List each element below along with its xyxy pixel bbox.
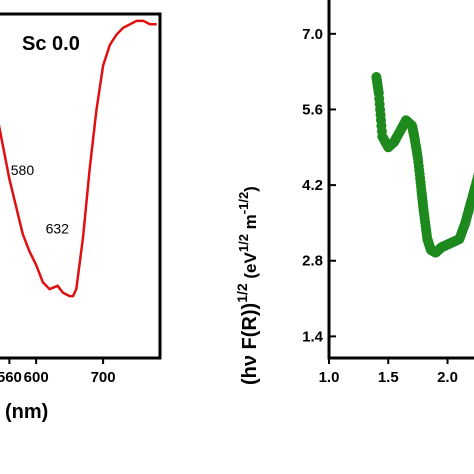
ylabel-unit-end: ) [241,186,260,192]
right-y-tick-label: 5.6 [302,101,323,118]
right-y-ticks: 1.4 2.8 4.2 5.6 7.0 [302,26,336,345]
ylabel-main-sup: 1/2 [234,283,250,303]
right-chart: 1.42.84.25.67.0 1.0 1.5 2.0 (hν F(R))1/2 (… [234,0,474,386]
left-spectrum-line [0,19,157,298]
ylabel-main: (hν F(R)) [239,303,261,385]
right-y-tick-label: 1.4 [302,328,324,345]
right-x-tick-label: 2.0 [437,369,458,386]
left-x-tick-label: 700 [91,369,116,386]
right-y-tick-label: 7.0 [302,26,323,43]
right-y-tick-label: 2.8 [302,253,323,270]
left-x-ticks: 560 600 700 [0,358,116,386]
right-x-tick-label: 1.0 [319,369,340,386]
left-chart: Sc 0.0 580 632 560 600 700 (nm) [0,12,162,423]
ylabel-unit-mid: m [241,214,260,234]
right-y-axis-label: (hν F(R))1/2 (eV1/2 m-1/2) [234,186,261,385]
left-x-tick-label: 600 [24,369,49,386]
annotation-632: 632 [46,221,70,237]
left-plot-frame [0,12,162,360]
annotation-580: 580 [11,162,35,178]
ylabel-unit-sup2: -1/2 [236,192,251,214]
right-x-tick-label: 1.5 [378,369,399,386]
right-points [371,72,474,258]
ylabel-unit-sup1: 1/2 [236,234,251,252]
ylabel-unit: (eV [241,251,260,283]
left-x-axis-label: (nm) [5,401,48,423]
right-y-tick-label: 4.2 [302,177,323,194]
right-x-ticks: 1.0 1.5 2.0 [319,358,458,386]
right-plot-frame [327,0,474,360]
left-chart-title: Sc 0.0 [22,33,80,55]
left-x-tick-label: 560 [0,369,22,386]
